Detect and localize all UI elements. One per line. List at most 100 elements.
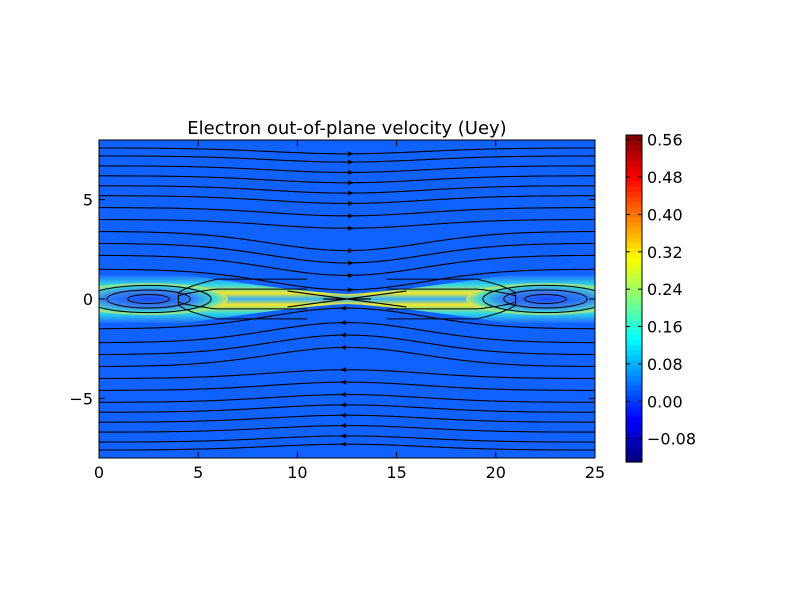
streamline-12 (99, 307, 595, 330)
island-1-open-curve-2 (177, 278, 308, 320)
island-2-open-curve-2 (386, 278, 517, 320)
island-2-ring-3 (482, 284, 595, 314)
colorbar-band (626, 405, 642, 412)
colorbar-band (626, 446, 642, 453)
colorbar-band (626, 211, 642, 218)
colorbar-band (626, 456, 642, 463)
colorbar-tick-label: 0.48 (647, 168, 683, 187)
colorbar-band (626, 431, 642, 438)
colorbar-band (626, 359, 642, 366)
colorbar-tick-label: 0.56 (647, 131, 683, 150)
colorbar-band (626, 196, 642, 203)
colorbar-band (626, 390, 642, 397)
colorbar-band (626, 421, 642, 427)
colorbar-band (626, 410, 642, 417)
colorbar-band (626, 160, 642, 167)
colorbar-band (626, 349, 642, 356)
streamline-2 (99, 242, 595, 264)
x-tick-label: 20 (486, 463, 506, 482)
chart-title: Electron out-of-plane velocity (Uey) (187, 118, 506, 139)
colorbar-band (626, 303, 642, 310)
colorbar-gradient (626, 135, 642, 463)
colorbar-band (626, 252, 642, 259)
colorbar-band (626, 221, 642, 228)
colorbar-band (626, 395, 642, 402)
streamlines (99, 147, 595, 451)
colorbar-tick-label: 0.00 (647, 392, 683, 411)
colorbar-band (626, 370, 642, 376)
streamline-1 (99, 254, 595, 276)
x-tick-label: 10 (287, 463, 307, 482)
streamline-20 (99, 414, 595, 423)
colorbar-band (626, 135, 642, 141)
x-tick-label: 0 (94, 463, 104, 482)
colorbar-band (626, 364, 642, 371)
streamline-8 (99, 175, 595, 184)
colorbar-band (626, 313, 642, 320)
colorbar-band (626, 451, 642, 458)
colorbar-band (626, 339, 642, 346)
colorbar-tick-label: 0.32 (647, 243, 683, 262)
colorbar-band (626, 272, 642, 279)
colorbar-band (626, 247, 642, 254)
x-tick-label: 15 (386, 463, 406, 482)
colorbar-frame (625, 134, 643, 463)
y-tick-label: 0 (83, 290, 93, 309)
y-axis: 5 0 −5 (69, 191, 595, 408)
colorbar-ticks: 0.56 0.48 0.40 0.32 0.24 0.16 0.08 0.00 −0.08 (626, 131, 696, 449)
y-tick-label: −5 (69, 389, 93, 408)
island-2-ring-2 (503, 289, 588, 309)
colorbar-band (626, 308, 642, 315)
y-tick-label: 5 (83, 191, 93, 210)
colorbar-band (626, 191, 642, 197)
island-1-ring-1 (127, 293, 170, 305)
colorbar-band (626, 180, 642, 187)
colorbar-band (626, 416, 642, 422)
colorbar-band (626, 242, 642, 249)
colorbar-band (626, 400, 642, 407)
colorbar-band (626, 155, 642, 162)
colorbar-band (626, 145, 642, 151)
colorbar-band (626, 375, 642, 381)
colorbar-band (626, 226, 642, 233)
colorbar-band (626, 201, 642, 208)
island-2-ring-1 (524, 293, 567, 305)
colorbar-band (626, 206, 642, 213)
streamline-3 (99, 230, 595, 252)
colorbar-band (626, 267, 642, 274)
colorbar-band (626, 140, 642, 146)
island-1-ring-3 (99, 284, 212, 314)
colorbar-band (626, 257, 642, 264)
colorbar-band (626, 170, 642, 177)
colorbar-band (626, 186, 642, 192)
colorbar-band (626, 380, 642, 386)
colorbar-band (626, 288, 642, 294)
x-axis: 0 5 10 15 20 25 (94, 140, 605, 482)
colorbar-band (626, 262, 642, 269)
colorbar-band (626, 237, 642, 243)
colorbar-band (626, 436, 642, 443)
streamline-13 (99, 322, 595, 344)
colorbar-band (626, 293, 642, 300)
colorbar: 0.56 0.48 0.40 0.32 0.24 0.16 0.08 0.00 −0.08 (625, 131, 696, 463)
colorbar-band (626, 324, 642, 330)
streamline-15 (99, 346, 595, 368)
colorbar-band (626, 150, 642, 157)
colorbar-band (626, 232, 642, 238)
streamline-14 (99, 334, 595, 356)
colorbar-band (626, 165, 642, 172)
colorbar-band (626, 426, 642, 432)
x-tick-label: 25 (585, 463, 605, 482)
colorbar-band (626, 278, 642, 284)
colorbar-band (626, 329, 642, 335)
colorbar-tick-label: 0.24 (647, 280, 683, 299)
plot-area (99, 140, 595, 458)
colorbar-tick-label: 0.16 (647, 318, 683, 337)
colorbar-band (626, 175, 642, 182)
colorbar-band (626, 283, 642, 289)
colorbar-tick-label: 0.40 (647, 205, 683, 224)
colorbar-band (626, 344, 642, 351)
colorbar-band (626, 441, 642, 448)
colorbar-band (626, 318, 642, 325)
